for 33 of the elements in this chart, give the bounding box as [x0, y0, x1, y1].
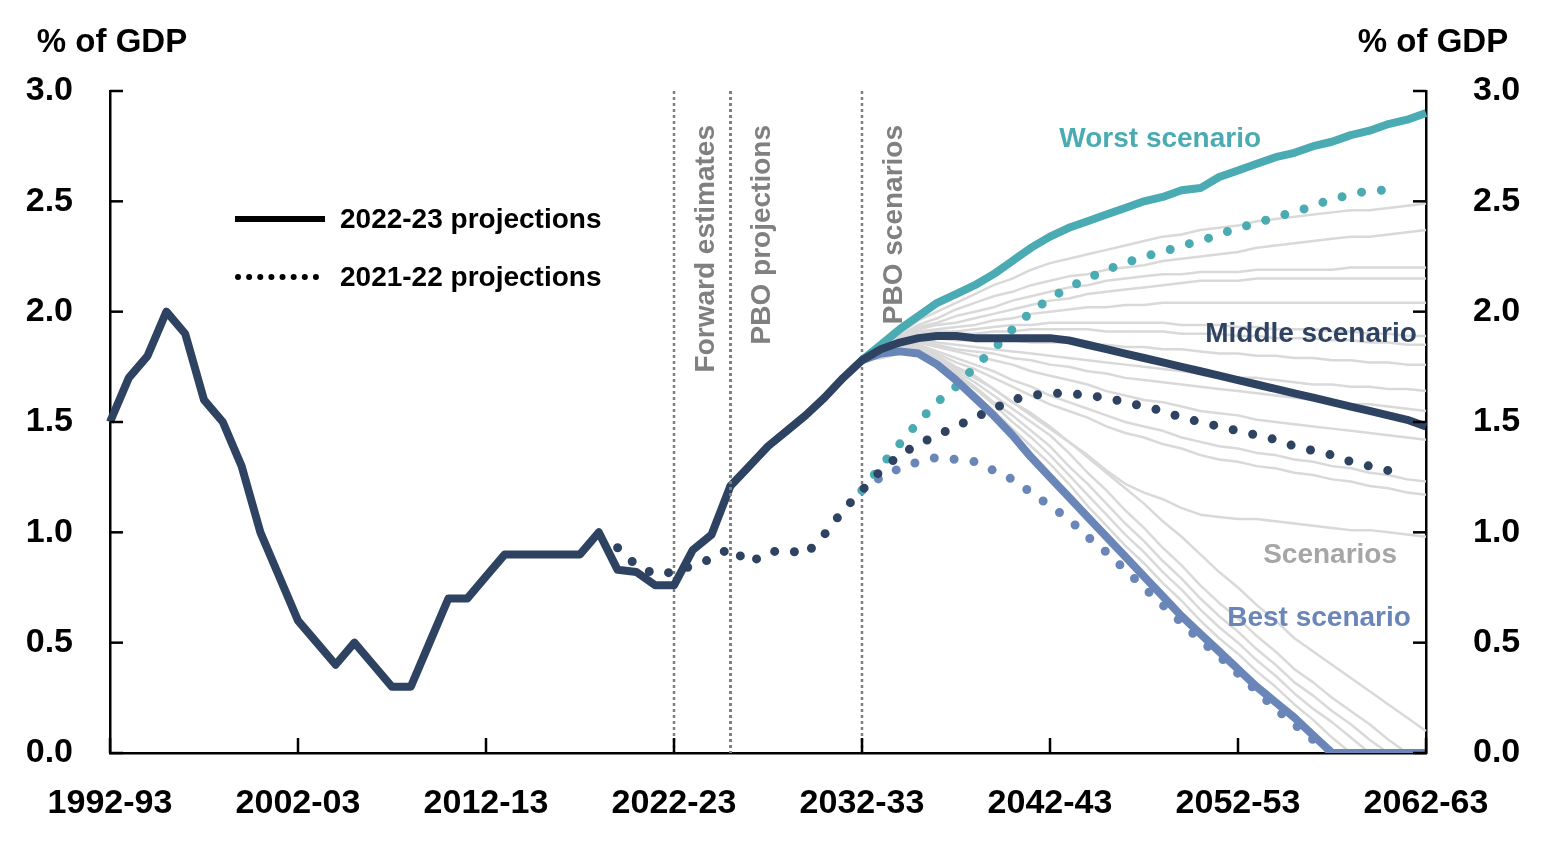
x-tick-label: 2002-03	[235, 781, 361, 820]
x-tick-label: 2032-33	[799, 781, 925, 820]
y2-tick-label: 1.0	[1473, 510, 1521, 549]
y-axis-title: % of GDP	[36, 22, 188, 60]
y2-tick-label: 0.0	[1473, 731, 1521, 770]
x-tick-label: 2012-13	[423, 781, 549, 820]
y-tick-label: 0.5	[25, 621, 73, 660]
x-tick-label: 1992-93	[47, 781, 173, 820]
y2-tick-label: 2.5	[1473, 179, 1521, 218]
x-tick-label: 2042-43	[987, 781, 1113, 820]
x-tick-label: 2062-63	[1363, 781, 1489, 820]
y2-axis-title: % of GDP	[1357, 22, 1509, 60]
y-tick-label: 1.5	[25, 400, 73, 439]
y-tick-label: 0.0	[25, 731, 73, 770]
ref-line-label: PBO scenarios	[877, 125, 908, 325]
y2-tick-label: 3.0	[1473, 69, 1521, 108]
y-tick-label: 1.0	[25, 510, 73, 549]
y-tick-label: 2.5	[25, 179, 73, 218]
annotation: Scenarios	[1263, 537, 1397, 569]
annotation: PBO projections	[745, 125, 777, 345]
y2-tick-label: 2.0	[1473, 290, 1521, 329]
x-tick-label: 2052-53	[1175, 781, 1301, 820]
y2-tick-label: 1.5	[1473, 400, 1521, 439]
y-tick-label: 3.0	[25, 69, 73, 108]
y2-tick-label: 0.5	[1473, 621, 1521, 660]
annotation: 2021-22 projections	[340, 261, 602, 293]
series-label: Worst scenario	[1059, 121, 1262, 153]
series-label: Best scenario	[1227, 600, 1411, 632]
annotation: 2022-23 projections	[340, 203, 602, 235]
ref-line-label: Forward estimates	[689, 125, 720, 373]
x-tick-label: 2022-23	[611, 781, 737, 820]
y-tick-label: 2.0	[25, 290, 73, 329]
series-label: Middle scenario	[1205, 316, 1417, 348]
